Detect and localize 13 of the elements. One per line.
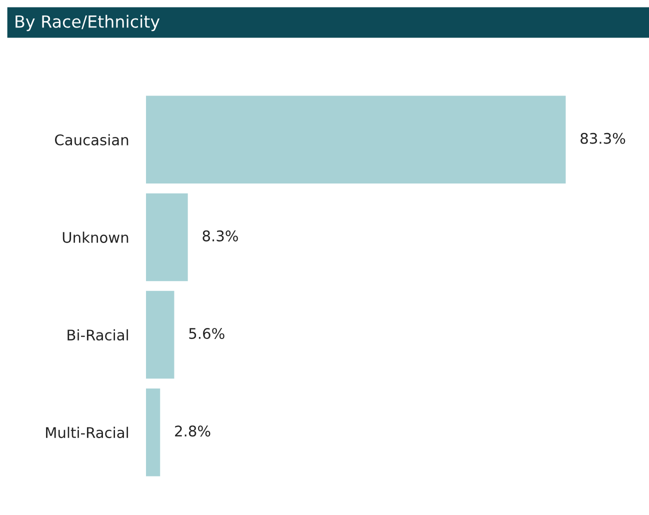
- y-tick-label: Bi-Racial: [68, 329, 128, 341]
- bar: [146, 290, 174, 379]
- data-label: 5.6%: [189, 328, 224, 340]
- bar: [146, 193, 188, 282]
- data-label: 83.3%: [580, 132, 626, 144]
- y-tick-label: Unknown: [62, 232, 128, 243]
- data-label: 2.8%: [175, 426, 210, 437]
- data-label: 8.3%: [202, 230, 238, 242]
- y-tick-label: Caucasian: [55, 134, 128, 146]
- bar: [146, 96, 566, 184]
- bar: [146, 388, 160, 476]
- chart-title: By Race/Ethnicity: [16, 14, 160, 32]
- y-tick-label: Multi-Racial: [46, 426, 128, 438]
